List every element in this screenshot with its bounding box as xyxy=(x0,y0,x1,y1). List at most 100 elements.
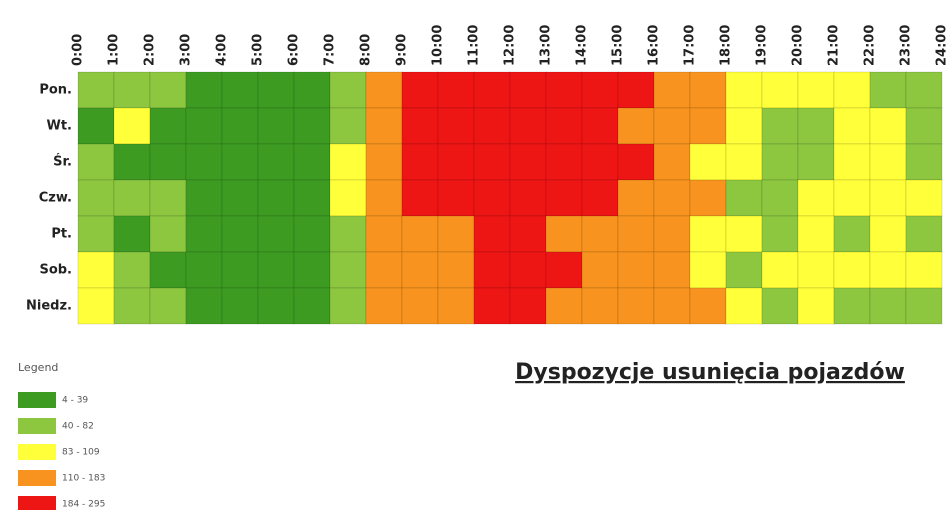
hour-label: 6:00 xyxy=(287,34,302,66)
cell xyxy=(654,180,690,216)
cell xyxy=(654,216,690,252)
hour-label: 7:00 xyxy=(323,34,338,66)
hour-label: 14:00 xyxy=(575,25,590,66)
cell xyxy=(546,252,582,288)
cell xyxy=(438,216,474,252)
cell xyxy=(906,72,942,108)
cell xyxy=(798,216,834,252)
cell xyxy=(474,252,510,288)
cell xyxy=(546,144,582,180)
cell xyxy=(870,252,906,288)
cell xyxy=(654,144,690,180)
row-label: Pt. xyxy=(51,227,72,242)
cell xyxy=(78,216,114,252)
cell xyxy=(114,216,150,252)
cell xyxy=(402,108,438,144)
cell xyxy=(402,144,438,180)
cell xyxy=(906,108,942,144)
cell xyxy=(726,288,762,324)
cell xyxy=(870,108,906,144)
legend-swatch xyxy=(18,418,56,434)
cell xyxy=(294,216,330,252)
cell xyxy=(582,180,618,216)
cell xyxy=(654,288,690,324)
cell xyxy=(150,216,186,252)
cell xyxy=(222,108,258,144)
cell xyxy=(726,252,762,288)
cell xyxy=(258,144,294,180)
cell xyxy=(150,108,186,144)
cell xyxy=(690,144,726,180)
hour-label: 5:00 xyxy=(251,34,266,66)
cell xyxy=(834,252,870,288)
hour-label: 17:00 xyxy=(683,25,698,66)
hour-label: 0:00 xyxy=(71,34,86,66)
cell xyxy=(294,144,330,180)
cell xyxy=(798,180,834,216)
cell xyxy=(726,72,762,108)
cell xyxy=(366,144,402,180)
cell xyxy=(438,144,474,180)
cell xyxy=(690,288,726,324)
cell xyxy=(834,108,870,144)
cell xyxy=(870,216,906,252)
cell xyxy=(510,180,546,216)
cell xyxy=(186,108,222,144)
cell xyxy=(474,144,510,180)
cell xyxy=(762,144,798,180)
cell xyxy=(330,180,366,216)
cell xyxy=(258,288,294,324)
cell xyxy=(870,288,906,324)
cell xyxy=(618,72,654,108)
cell xyxy=(258,108,294,144)
hour-label: 18:00 xyxy=(719,25,734,66)
cell xyxy=(186,144,222,180)
cell xyxy=(330,252,366,288)
hour-label: 22:00 xyxy=(863,25,878,66)
chart-title: Dyspozycje usunięcia pojazdów xyxy=(515,360,905,385)
cell xyxy=(762,180,798,216)
cell xyxy=(726,108,762,144)
cell xyxy=(654,72,690,108)
cell xyxy=(762,288,798,324)
hour-label: 21:00 xyxy=(827,25,842,66)
cell xyxy=(510,144,546,180)
cell xyxy=(582,144,618,180)
cell xyxy=(726,144,762,180)
cell xyxy=(366,216,402,252)
cell xyxy=(654,108,690,144)
cell xyxy=(186,72,222,108)
cell xyxy=(150,252,186,288)
cell xyxy=(186,288,222,324)
legend-swatch xyxy=(18,470,56,486)
cell xyxy=(906,216,942,252)
legend-swatch xyxy=(18,444,56,460)
hour-label: 8:00 xyxy=(359,34,374,66)
cell xyxy=(690,252,726,288)
cell xyxy=(618,288,654,324)
legend-swatch xyxy=(18,496,56,510)
cell xyxy=(618,180,654,216)
cell xyxy=(150,288,186,324)
row-label: Sob. xyxy=(39,263,72,278)
cell xyxy=(870,72,906,108)
cell xyxy=(150,72,186,108)
cell xyxy=(330,288,366,324)
cell xyxy=(582,108,618,144)
cell xyxy=(438,108,474,144)
row-label: Pon. xyxy=(39,83,72,98)
cell xyxy=(186,216,222,252)
cell xyxy=(438,72,474,108)
legend-swatch xyxy=(18,392,56,408)
cell xyxy=(114,180,150,216)
cell xyxy=(294,108,330,144)
cell xyxy=(114,108,150,144)
cell xyxy=(114,252,150,288)
cell xyxy=(870,180,906,216)
cell xyxy=(222,180,258,216)
cell xyxy=(798,288,834,324)
cell xyxy=(690,180,726,216)
cell xyxy=(870,144,906,180)
cell xyxy=(438,180,474,216)
